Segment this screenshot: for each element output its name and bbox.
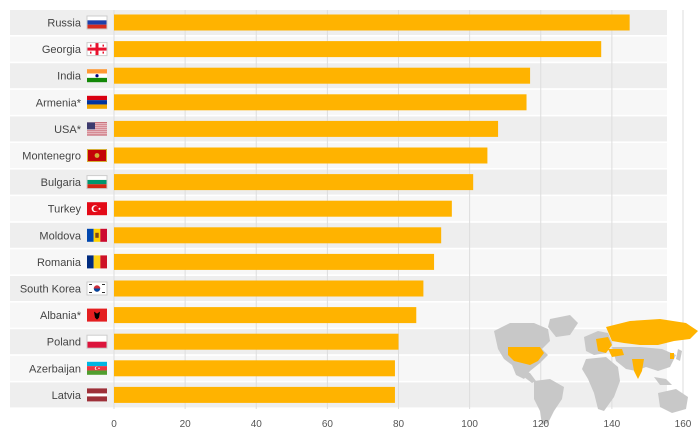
bar xyxy=(114,280,424,297)
category-label: Moldova xyxy=(39,230,81,242)
india-flag-icon xyxy=(87,69,107,83)
bar xyxy=(114,67,531,84)
category-label: Russia xyxy=(47,18,82,30)
bar xyxy=(114,200,452,217)
bar xyxy=(114,94,527,111)
albania-flag-icon xyxy=(87,308,107,322)
map-africa xyxy=(582,357,620,411)
map-australia xyxy=(658,389,688,413)
bar xyxy=(114,386,395,403)
bulgaria-flag-icon xyxy=(86,175,108,190)
map-india xyxy=(632,359,644,379)
map-russia xyxy=(606,319,698,345)
map-south-korea xyxy=(670,353,674,359)
south-korea-flag-icon xyxy=(86,281,108,296)
flags xyxy=(86,15,108,402)
category-label: USA* xyxy=(54,124,82,136)
category-label: South Korea xyxy=(20,284,82,296)
category-label: Latvia xyxy=(52,390,82,402)
moldova-flag-icon xyxy=(87,228,107,242)
romania-flag-icon xyxy=(87,255,107,269)
category-label: Albania* xyxy=(40,310,82,322)
x-axis-ticks: 0 20 40 60 80 100 120 140 160 xyxy=(111,419,692,430)
latvia-flag-icon xyxy=(87,388,107,402)
category-label: India xyxy=(57,71,82,83)
category-label: Armenia* xyxy=(36,97,82,109)
map-usa xyxy=(508,347,544,365)
map-greenland xyxy=(548,315,578,337)
x-tick-label: 20 xyxy=(180,419,192,430)
bar xyxy=(114,253,435,270)
x-tick-label: 100 xyxy=(461,419,478,430)
azerbaijan-flag-icon xyxy=(87,361,107,375)
bar xyxy=(114,360,395,377)
armenia-flag-icon xyxy=(87,95,107,109)
x-tick-label: 160 xyxy=(675,419,692,430)
category-label: Bulgaria xyxy=(41,177,82,189)
usa-flag-icon xyxy=(87,122,107,136)
map-south-america xyxy=(534,379,564,425)
map-central-america xyxy=(520,371,536,383)
x-tick-label: 140 xyxy=(604,419,621,430)
x-tick-label: 40 xyxy=(251,419,263,430)
bars xyxy=(114,14,630,403)
x-tick-label: 0 xyxy=(111,419,117,430)
bar xyxy=(114,120,499,137)
poland-flag-icon xyxy=(86,334,108,349)
x-tick-label: 80 xyxy=(393,419,405,430)
map-japan xyxy=(676,349,682,361)
category-label: Romania xyxy=(37,257,82,269)
x-tick-label: 120 xyxy=(532,419,549,430)
russia-flag-icon xyxy=(86,15,108,30)
bar xyxy=(114,227,442,244)
bar xyxy=(114,41,602,58)
category-label: Poland xyxy=(47,337,81,349)
category-label: Georgia xyxy=(42,44,82,56)
bar xyxy=(114,147,488,164)
world-map-icon xyxy=(494,315,698,425)
x-tick-label: 60 xyxy=(322,419,334,430)
category-label: Azerbaijan xyxy=(29,363,81,375)
georgia-flag-icon xyxy=(86,42,108,57)
bar xyxy=(114,333,399,350)
turkey-flag-icon xyxy=(87,202,107,216)
bar xyxy=(114,14,630,31)
category-label: Turkey xyxy=(48,204,82,216)
category-label: Montenegro xyxy=(22,151,81,163)
montenegro-flag-icon xyxy=(87,149,107,162)
bar xyxy=(114,174,474,191)
category-labels: Russia Georgia India Armenia* USA* Montenegro… xyxy=(20,18,82,402)
map-turkey-caucasus xyxy=(608,349,624,357)
map-se-asia xyxy=(654,377,672,385)
bar xyxy=(114,307,417,324)
